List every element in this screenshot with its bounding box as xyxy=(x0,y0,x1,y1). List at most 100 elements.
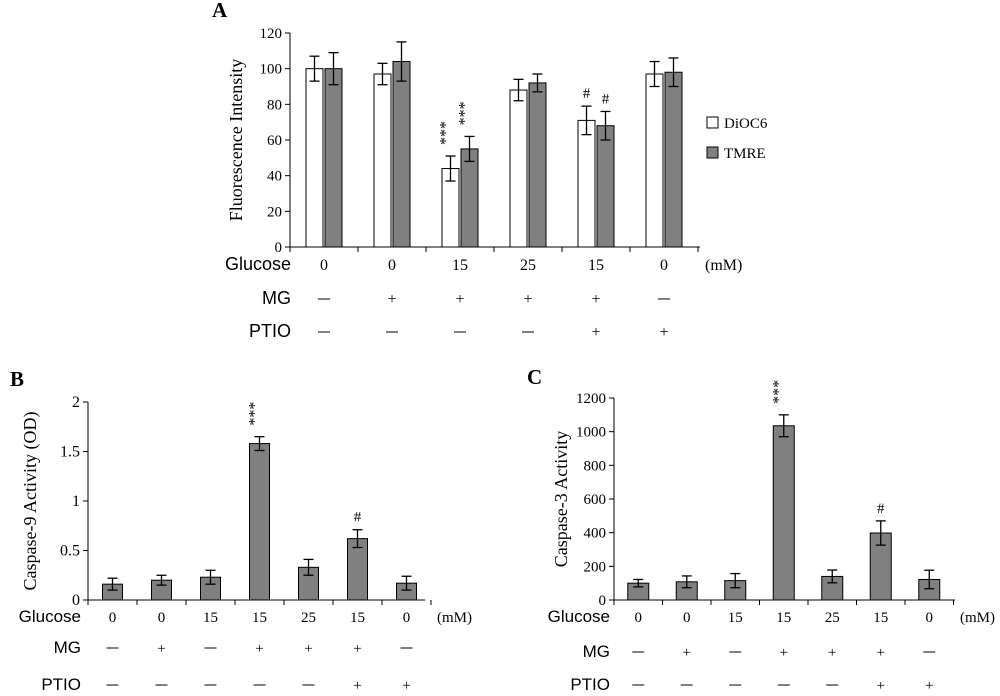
condition-value: + xyxy=(455,291,464,308)
condition-label-ptio: PTIO xyxy=(249,321,291,341)
condition-value: 0 xyxy=(926,610,934,626)
bar-caspase-9-4 xyxy=(249,443,270,601)
significance-mark: *** xyxy=(247,402,264,426)
panel-label: C xyxy=(527,365,542,389)
y-tick-label: 200 xyxy=(584,559,607,575)
bar-caspase-3-4 xyxy=(772,425,795,601)
condition-value: + xyxy=(683,645,691,661)
y-tick-label: 20 xyxy=(267,204,282,220)
condition-value: 15 xyxy=(873,610,888,626)
condition-value: 15 xyxy=(203,610,218,626)
condition-value: + xyxy=(255,641,263,657)
y-tick-label: 80 xyxy=(267,97,282,113)
bar-tmre-1 xyxy=(324,68,343,248)
condition-value: + xyxy=(780,645,788,661)
condition-label-glucose: Glucose xyxy=(19,607,81,626)
condition-value: 15 xyxy=(252,610,267,626)
condition-value: + xyxy=(877,678,885,694)
bar-tmre-6 xyxy=(664,71,683,248)
condition-label-glucose: Glucose xyxy=(548,607,610,626)
bar-tmre-4 xyxy=(528,82,547,248)
condition-value: 0 xyxy=(635,610,643,626)
panel-label: B xyxy=(10,367,24,391)
y-tick-label: 0.5 xyxy=(60,543,80,560)
bar-dioc6-1 xyxy=(305,68,324,248)
condition-value: + xyxy=(304,641,312,657)
condition-label-glucose: Glucose xyxy=(225,254,291,274)
panel-label: A xyxy=(212,0,228,22)
condition-value: + xyxy=(659,324,668,341)
bar-dioc6-5 xyxy=(577,119,596,248)
y-tick-label: 60 xyxy=(267,133,282,149)
condition-value: + xyxy=(353,641,361,657)
condition-unit: (mM) xyxy=(960,610,995,626)
condition-value: 15 xyxy=(588,257,604,274)
significance-mark: # xyxy=(354,510,362,526)
bar-dioc6-6 xyxy=(645,73,664,248)
bar-dioc6-4 xyxy=(509,89,528,248)
condition-value: + xyxy=(828,645,836,661)
y-tick-label: 0 xyxy=(72,592,80,609)
condition-label-mg: MG xyxy=(583,642,610,661)
condition-value: 25 xyxy=(301,610,316,626)
significance-mark: *** xyxy=(771,380,788,404)
y-tick-label: 120 xyxy=(260,26,283,42)
condition-label-mg: MG xyxy=(54,638,81,657)
condition-value: 15 xyxy=(452,257,468,274)
y-axis-label: Caspase-9 Activity (OD) xyxy=(20,412,41,591)
condition-value: 25 xyxy=(825,610,840,626)
y-tick-label: 0 xyxy=(599,593,607,609)
condition-label-mg: MG xyxy=(262,288,291,308)
condition-value: 15 xyxy=(776,610,791,626)
y-tick-label: 0 xyxy=(275,240,283,256)
condition-value: + xyxy=(925,678,933,694)
y-tick-label: 1.5 xyxy=(60,444,80,461)
condition-value: 0 xyxy=(320,257,328,274)
significance-mark: # xyxy=(602,91,610,107)
bar-dioc6-2 xyxy=(373,73,392,248)
condition-unit: (mM) xyxy=(437,610,472,626)
legend-swatch-tmre xyxy=(706,146,719,159)
legend-label-dioc6: DiOC6 xyxy=(724,116,768,132)
y-tick-label: 100 xyxy=(260,62,283,78)
y-tick-label: 40 xyxy=(267,169,282,185)
condition-value: + xyxy=(387,291,396,308)
y-tick-label: 1000 xyxy=(576,425,606,441)
significance-mark: # xyxy=(583,86,591,102)
condition-value: + xyxy=(877,645,885,661)
condition-value: 0 xyxy=(660,257,668,274)
condition-value: 15 xyxy=(728,610,743,626)
y-tick-label: 800 xyxy=(584,458,607,474)
legend-swatch-dioc6 xyxy=(706,116,719,129)
condition-value: 15 xyxy=(350,610,365,626)
condition-label-ptio: PTIO xyxy=(41,675,81,694)
legend-label-tmre: TMRE xyxy=(724,146,766,162)
y-tick-label: 400 xyxy=(584,526,607,542)
condition-value: + xyxy=(591,291,600,308)
y-tick-label: 2 xyxy=(72,394,80,411)
condition-value: 0 xyxy=(158,610,166,626)
y-axis-label: Caspase-3 Activity xyxy=(551,431,571,567)
y-tick-label: 600 xyxy=(584,492,607,508)
condition-value: 0 xyxy=(683,610,691,626)
bar-tmre-2 xyxy=(392,61,411,248)
condition-value: + xyxy=(353,678,361,694)
condition-value: + xyxy=(523,291,532,308)
y-tick-label: 1200 xyxy=(576,391,606,407)
bar-tmre-3 xyxy=(460,148,479,248)
condition-value: + xyxy=(402,678,410,694)
condition-value: 0 xyxy=(388,257,396,274)
y-axis-label: Fluorescence Intensity xyxy=(226,59,246,221)
condition-value: 0 xyxy=(109,610,117,626)
bar-tmre-5 xyxy=(596,125,615,248)
significance-mark: # xyxy=(877,501,885,517)
condition-unit: (mM) xyxy=(705,257,742,274)
condition-value: + xyxy=(591,324,600,341)
condition-label-ptio: PTIO xyxy=(570,675,610,694)
y-tick-label: 1 xyxy=(72,493,80,510)
significance-mark: *** xyxy=(438,121,455,145)
significance-mark: *** xyxy=(457,101,474,125)
condition-value: + xyxy=(157,641,165,657)
condition-value: 0 xyxy=(403,610,411,626)
